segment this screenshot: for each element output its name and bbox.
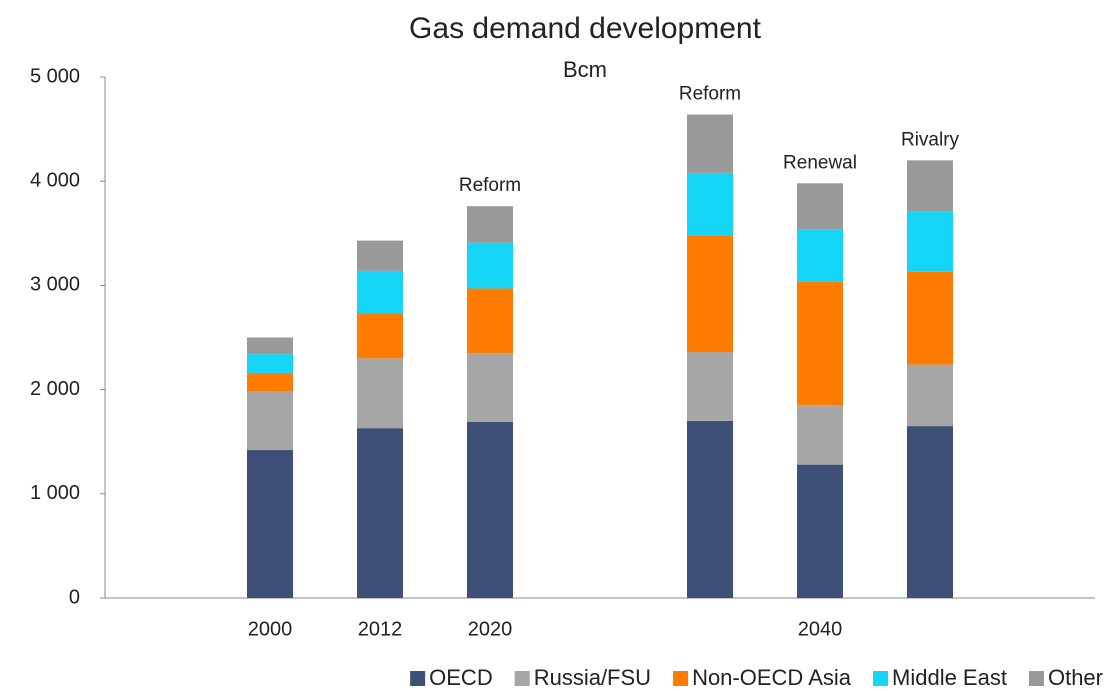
bar-segment bbox=[907, 364, 953, 427]
bar-segment bbox=[907, 426, 953, 598]
y-tick-label: 2 000 bbox=[30, 378, 80, 400]
x-tick-label: 2020 bbox=[468, 618, 513, 640]
bar-segment bbox=[687, 420, 733, 598]
bar-segment bbox=[797, 229, 843, 282]
bar-segment bbox=[247, 354, 293, 373]
bar-segment bbox=[687, 172, 733, 236]
bar-segment bbox=[687, 235, 733, 353]
y-tick-label: 1 000 bbox=[30, 482, 80, 504]
bar-segment bbox=[797, 183, 843, 230]
legend-swatch bbox=[1028, 671, 1044, 686]
y-tick-label: 0 bbox=[69, 586, 80, 608]
legend-label: Middle East bbox=[892, 665, 1007, 690]
y-tick-label: 4 000 bbox=[30, 169, 80, 191]
bar-segment bbox=[687, 114, 733, 173]
bar-segment bbox=[467, 242, 513, 289]
legend-swatch bbox=[410, 671, 426, 686]
chart-subtitle: Bcm bbox=[563, 57, 607, 82]
bar-annotation: Renewal bbox=[783, 152, 857, 173]
bar-annotation: Reform bbox=[679, 84, 741, 105]
bar-segment bbox=[247, 372, 293, 392]
bar-segment bbox=[467, 206, 513, 243]
bar-segment bbox=[357, 240, 403, 271]
x-tick-label: 2012 bbox=[358, 618, 403, 640]
bar-segment bbox=[357, 358, 403, 429]
legend-label: Other bbox=[1048, 665, 1103, 690]
bar-annotation: Rivalry bbox=[901, 129, 960, 150]
bar-segment bbox=[467, 353, 513, 422]
legend-label: OECD bbox=[429, 665, 493, 690]
bar-segment bbox=[907, 160, 953, 212]
bar-segment bbox=[357, 313, 403, 359]
bar-segment bbox=[907, 211, 953, 272]
bar-segment bbox=[797, 405, 843, 465]
x-tick-label: 2000 bbox=[248, 618, 293, 640]
legend-swatch bbox=[673, 671, 689, 686]
bar-segment bbox=[907, 271, 953, 365]
bar-segment bbox=[797, 281, 843, 406]
legend-label: Non-OECD Asia bbox=[692, 665, 852, 690]
bar-segment bbox=[247, 450, 293, 598]
bar-segment bbox=[247, 391, 293, 451]
legend-swatch bbox=[514, 671, 530, 686]
bar-segment bbox=[247, 337, 293, 355]
legend-swatch bbox=[873, 671, 889, 686]
bar-segment bbox=[687, 352, 733, 421]
chart-title: Gas demand development bbox=[409, 12, 762, 45]
bar-segment bbox=[797, 464, 843, 598]
bar-segment bbox=[467, 288, 513, 354]
x-tick-label: 2040 bbox=[798, 618, 843, 640]
y-tick-label: 5 000 bbox=[30, 65, 80, 87]
bar-segment bbox=[467, 421, 513, 598]
bar-segment bbox=[357, 270, 403, 314]
bar-annotation: Reform bbox=[459, 175, 521, 196]
y-tick-label: 3 000 bbox=[30, 274, 80, 296]
bar-segment bbox=[357, 428, 403, 598]
legend-label: Russia/FSU bbox=[534, 665, 651, 690]
